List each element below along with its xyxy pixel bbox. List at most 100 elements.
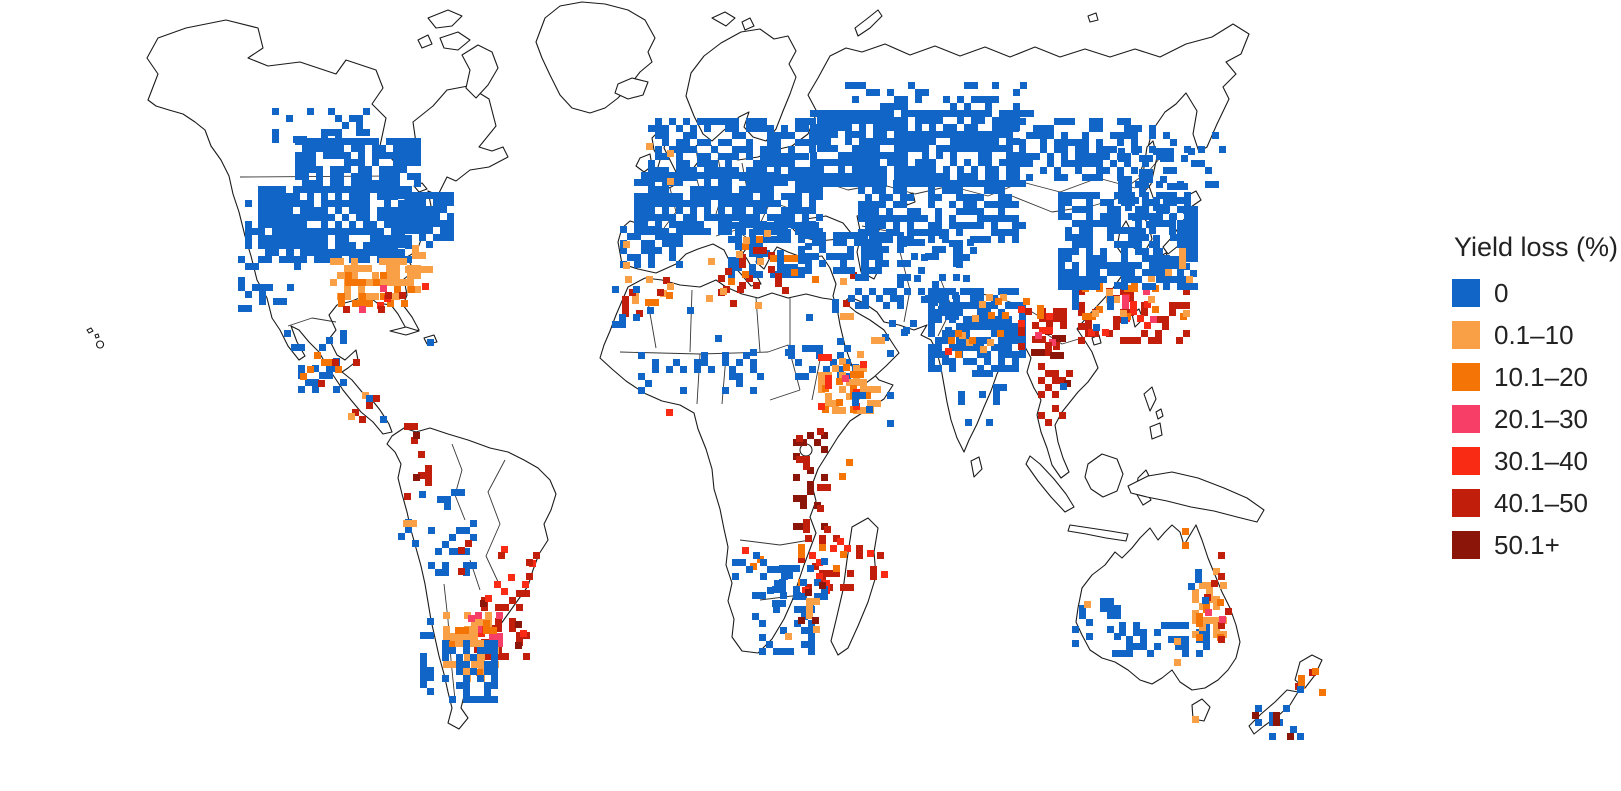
grid-cell-italy-balkans-blue [735,264,742,271]
grid-cell-south-china-brick [1120,337,1127,344]
grid-cell-turkey-blue [875,267,882,274]
grid-cell-south-china-light [1092,310,1099,317]
grid-cell-east-china-blue [1121,276,1128,283]
grid-cell-central-europe-blue [704,228,711,235]
grid-cell-european-russia-blue [971,166,978,173]
grid-cell-south-africa-deep-coast [812,617,819,624]
grid-cell-central-europe-blue [767,179,774,186]
grid-cell-zimbabwe-blue [772,586,779,593]
grid-cell-central-europe-blue [711,172,718,179]
grid-cell-italy-balkans-blue [770,222,777,229]
grid-cell-north-europe-blue [683,160,690,167]
grid-cell-sudan-blue [802,373,809,380]
grid-cell-east-china-blue [1079,234,1086,241]
grid-cell-european-russia-blue [887,138,894,145]
grid-cell-south-australia-blue [1126,643,1133,650]
grid-cell-nw-india-blue [977,295,984,302]
grid-cell-south-australia-blue [1168,622,1175,629]
grid-cell-mexico-blue [326,337,333,344]
grid-cell-brazil-south-red [485,595,492,602]
grid-cell-myanmar-brick [1066,370,1073,377]
grid-cell-central-europe-blue [809,207,816,214]
grid-cell-caucasus-iran-blue [932,281,939,288]
grid-cell-east-china-blue [1079,241,1086,248]
grid-cell-us-midwest [335,200,342,207]
grid-cell-us-canada-prairies [379,166,386,173]
grid-cell-north-russia-scatter [957,110,964,117]
grid-cell-south-china-brick [1183,302,1190,309]
grid-cell-nepal-orange [1002,312,1009,319]
grid-cell-central-europe-blue [774,179,781,186]
grid-cell-rift-valley-deep [814,439,821,446]
grid-cell-south-china-brick [1078,288,1085,295]
grid-cell-canada-south-scatter [335,136,342,143]
grid-cell-south-africa-light [785,633,792,640]
grid-cell-canada-south-scatter [363,129,370,136]
grid-cell-european-russia-blue [852,131,859,138]
grid-cell-central-europe-blue [711,193,718,200]
grid-cell-south-china-red [1088,329,1095,336]
grid-cell-us-canada-prairies [414,138,421,145]
grid-cell-nw-india-blue [1012,365,1019,372]
grid-cell-siberia-south-blue [1082,174,1089,181]
grid-cell-north-europe-blue [648,167,655,174]
grid-cell-caucasus-iran-blue [890,288,897,295]
grid-cell-us-midwest [391,221,398,228]
grid-cell-angola-namibia-blue [781,573,788,580]
grid-cell-canada-south-scatter [342,122,349,129]
grid-cell-european-russia-blue [971,110,978,117]
grid-cell-us-midwest [258,193,265,200]
grid-cell-manchuria-blue [1125,183,1132,190]
grid-cell-kazakhstan-blue [984,201,991,208]
grid-cell-central-europe-blue [648,186,655,193]
grid-cell-us-canada-prairies [379,145,386,152]
grid-cell-nw-india-blue [963,316,970,323]
grid-cell-italy-balkans-blue [756,222,763,229]
grid-cell-north-europe-blue [676,160,683,167]
grid-cell-siberia-south-blue [1040,132,1047,139]
grid-cell-brazil-south-brick [509,597,516,604]
grid-cell-zimbabwe-blue [779,565,786,572]
grid-cell-european-russia-blue [901,124,908,131]
grid-cell-us-midwest [307,186,314,193]
grid-cell-north-europe-blue [655,118,662,125]
grid-cell-south-australia-blue [1182,643,1189,650]
grid-cell-andes-north-brick [425,465,432,472]
grid-cell-european-russia-blue [985,152,992,159]
grid-cell-north-europe-blue [704,139,711,146]
grid-cell-european-russia-blue [887,159,894,166]
grid-cell-us-southeast-light [414,265,421,272]
grid-cell-canada-south-scatter [307,108,314,115]
grid-cell-european-russia-blue [845,131,852,138]
grid-cell-us-northeast [398,192,405,199]
grid-cell-mexico-blue [298,386,305,393]
grid-cell-european-russia-blue [1006,145,1013,152]
grid-cell-nw-india-blue [942,337,949,344]
grid-cell-us-canada-prairies [337,145,344,152]
grid-cell-nw-india-blue [998,351,1005,358]
grid-cell-zimbabwe-blue [779,586,786,593]
grid-cell-european-russia-blue [810,180,817,187]
grid-cell-us-midwest [307,207,314,214]
grid-cell-nw-india-blue [1005,302,1012,309]
grid-cell-ethiopia-light [832,365,839,372]
grid-cell-rift-valley-deep [793,523,800,530]
grid-cell-nw-india-blue [1005,316,1012,323]
grid-cell-nw-india-blue [942,358,949,365]
grid-cell-european-russia-blue [880,166,887,173]
grid-cell-central-europe-blue [760,207,767,214]
grid-cell-east-china-blue [1058,213,1065,220]
grid-cell-turkey-blue [847,253,854,260]
grid-cell-nw-india-blue [956,337,963,344]
grid-cell-manchuria-blue [1132,197,1139,204]
grid-cell-east-china-blue [1184,241,1191,248]
grid-cell-north-europe-blue [774,139,781,146]
grid-cell-india-orange-specks [997,330,1004,337]
grid-cell-canada-south-scatter [272,136,279,143]
grid-cell-kazakhstan-blue [893,229,900,236]
grid-cell-us-canada-prairies [372,152,379,159]
grid-cell-nw-india-blue [956,323,963,330]
grid-cell-european-russia-blue [964,145,971,152]
grid-cell-south-africa-blue [752,613,759,620]
grid-cell-east-china-blue [1184,213,1191,220]
